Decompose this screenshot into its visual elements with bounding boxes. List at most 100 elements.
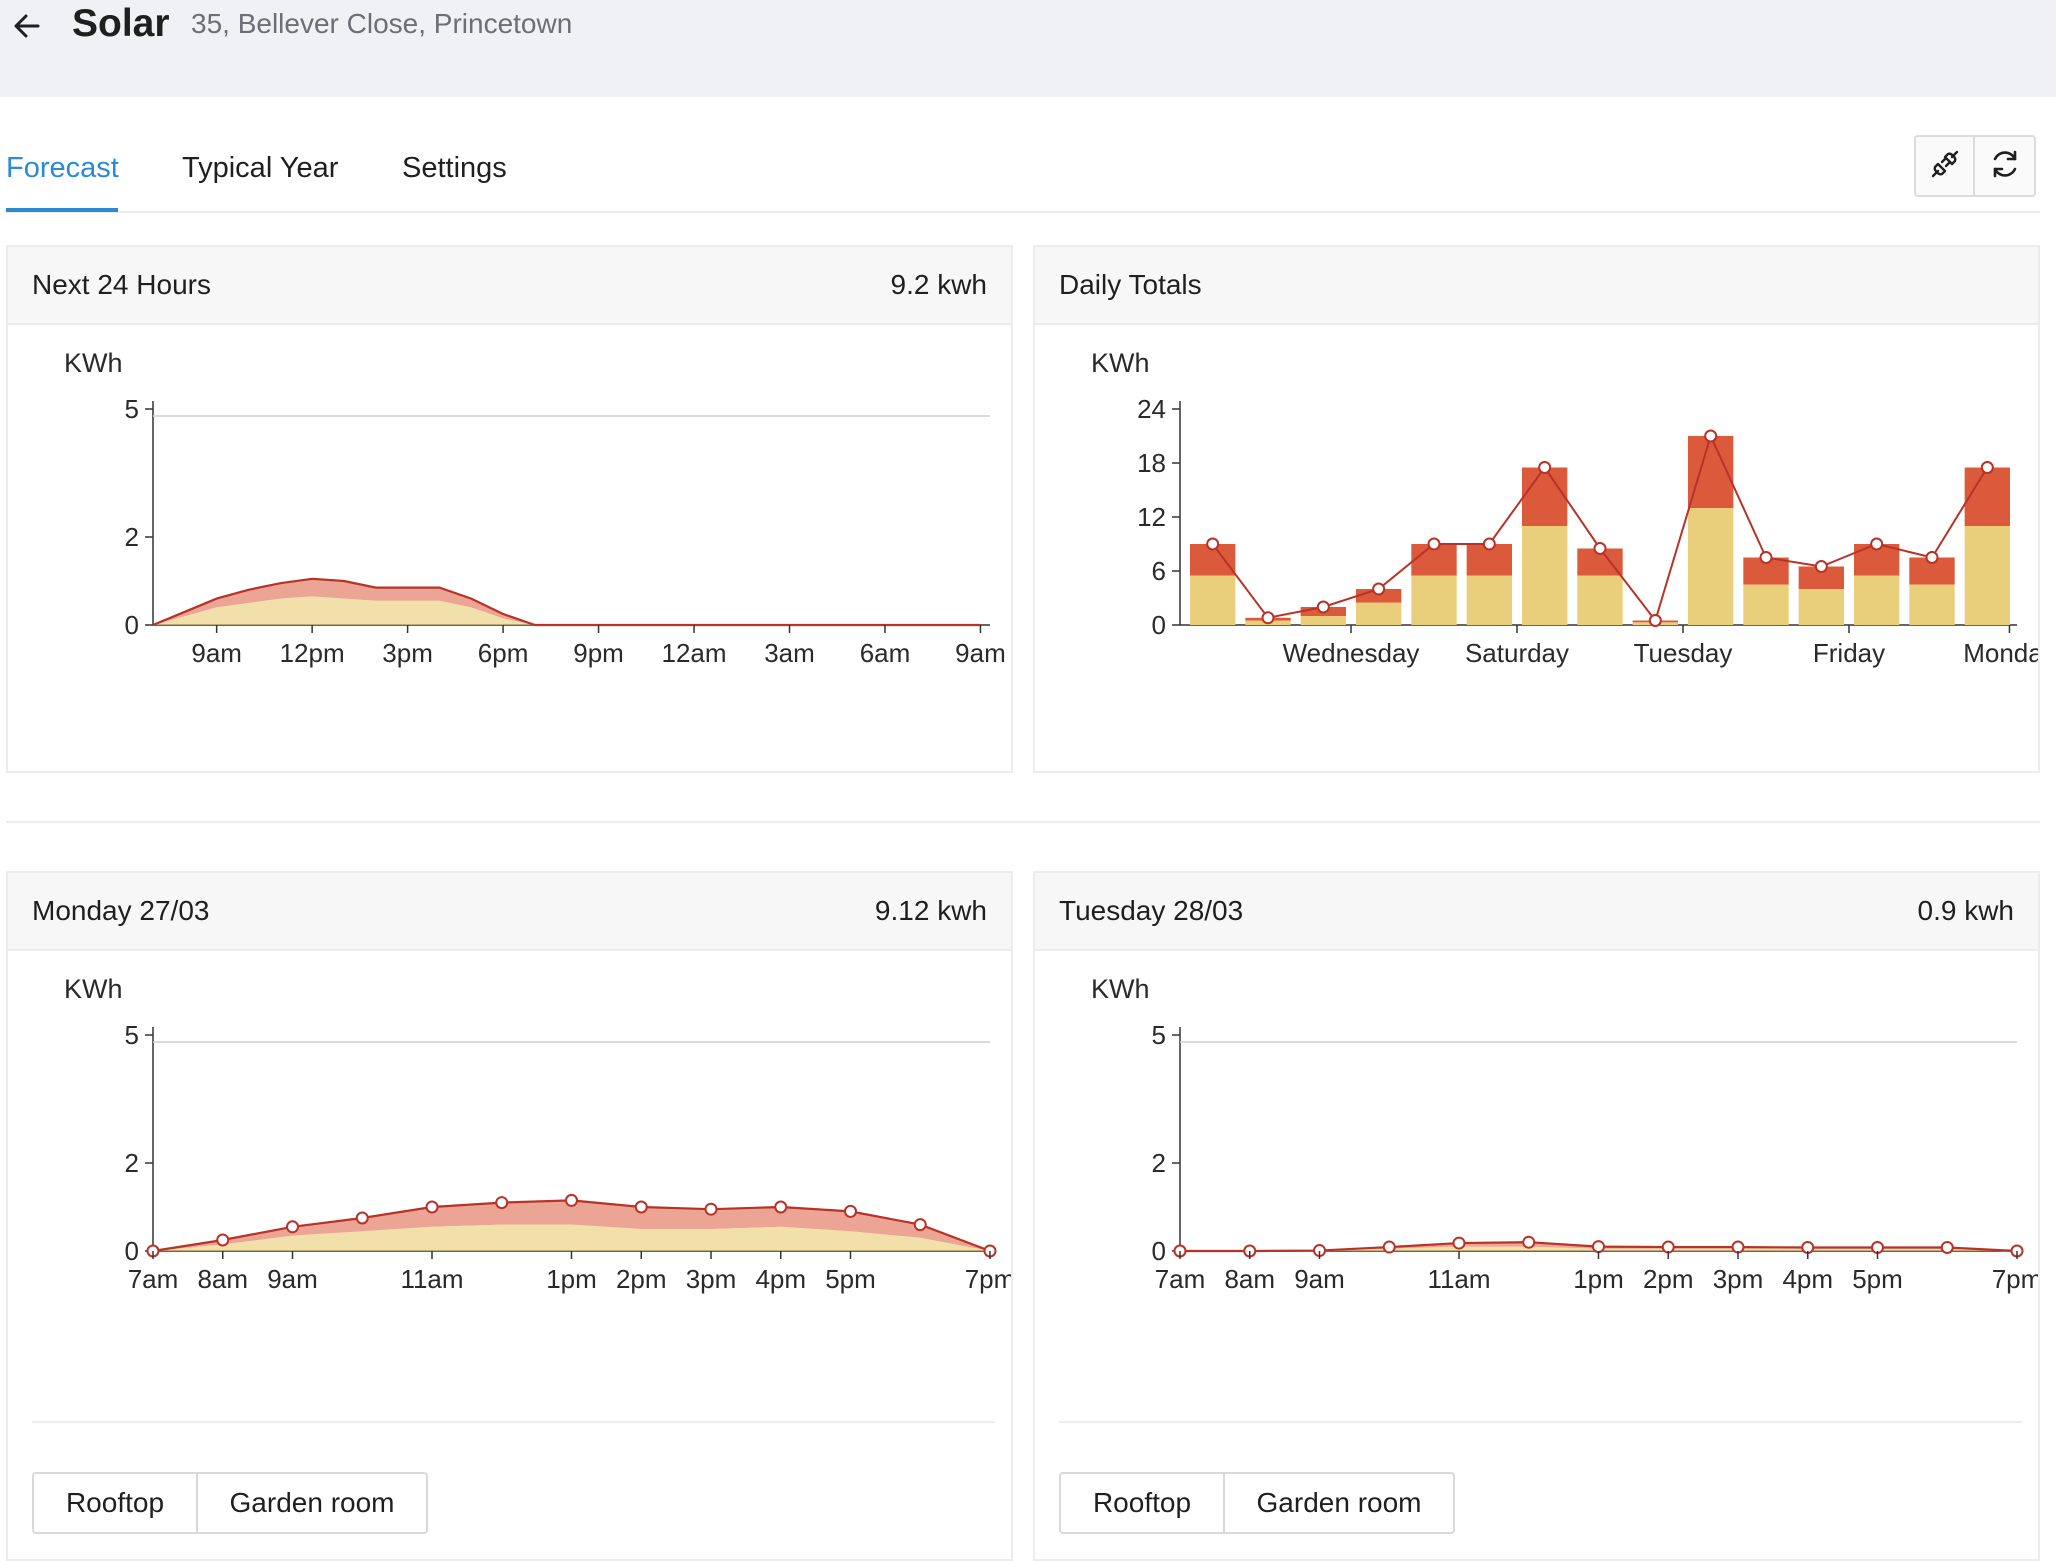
x-tick-label: 9am [955,638,1006,668]
data-point [1925,551,1939,564]
y-tick-label: 0 [125,1236,139,1266]
x-tick-label: 9am [267,1264,318,1294]
x-tick-label: 3am [764,638,815,668]
x-tick-label: 7pm [965,1264,1011,1294]
y-tick-label: 24 [1137,394,1166,424]
x-tick-label: 7am [128,1264,179,1294]
card-header: Daily Totals [1035,247,2038,325]
data-point [425,1200,439,1214]
y-tick-label: 0 [1152,1236,1166,1266]
data-point [1814,560,1828,573]
y-tick-label: 5 [125,1020,139,1050]
x-tick-label: 9am [191,638,242,668]
data-point [1261,611,1275,625]
daily-totals-card: Daily Totals KWh 0 6 12 18 24 Wednesday Saturda… [1033,245,2040,773]
bar-rooftop [1798,589,1845,625]
data-point [1482,537,1496,551]
card-total: 9.2 kwh [890,269,988,300]
bar-rooftop [1853,575,1900,625]
x-tick-label: 2pm [1643,1264,1694,1294]
data-point [1382,1240,1396,1254]
monday-chart: KWh 0 2 5 7am 8am 9am 11am 1pm 2pm 3pm 4pm 5pm 7pm [64,974,1011,1294]
next-24-hours-chart: KWh 0 2 5 9am 12pm 3pm 6pm 9pm 12am 3am 6am 9am [64,348,1006,668]
x-tick-label: Tuesday [1634,638,1733,668]
bar-rooftop [1964,526,2011,625]
data-point [1661,1240,1675,1254]
site-address: 35, Bellever Close, Princetown [191,8,573,39]
tab-forecast[interactable]: Forecast [6,152,119,184]
data-point [1538,461,1552,474]
bar-rooftop [1521,526,1568,625]
bar-rooftop [1355,602,1402,625]
x-tick-label: 4pm [755,1264,806,1294]
data-point [1870,537,1884,551]
card-title: Daily Totals [1059,269,1202,300]
bar-garden-room [1521,467,1568,526]
data-point [704,1202,718,1216]
x-tick-label: 3pm [382,638,433,668]
total-line [152,577,981,627]
card-divider [1059,1421,2022,1423]
series-area-rooftop [153,1224,990,1251]
x-tick-label: 3pm [686,1264,737,1294]
x-tick-label: 9am [1294,1264,1345,1294]
tab-settings[interactable]: Settings [402,152,507,184]
rooftop-button[interactable]: Rooftop [1059,1472,1225,1534]
x-tick-label: 2pm [616,1264,667,1294]
x-tick-label: 8am [197,1264,248,1294]
refresh-icon [1988,147,2022,186]
bar-rooftop [1466,575,1513,625]
data-point [1731,1240,1745,1254]
active-tab-indicator [6,208,118,212]
garden-room-button[interactable]: Garden room [198,1472,428,1534]
data-point [1593,542,1607,555]
y-tick-label: 5 [125,394,139,424]
card-title: Tuesday 28/03 [1059,895,1244,926]
x-tick-label: 11am [1427,1264,1490,1294]
card-header: Tuesday 28/03 0.9 kwh [1035,873,2038,951]
x-tick-label: 12pm [280,638,345,668]
x-tick-label: 6am [860,638,911,668]
x-tick-label: 11am [400,1264,463,1294]
garden-room-button[interactable]: Garden room [1225,1472,1455,1534]
data-point [774,1200,788,1214]
x-tick-label: 5pm [1852,1264,1903,1294]
data-point [1452,1236,1466,1250]
x-tick-label: Monday [1963,638,2038,668]
data-point [1206,537,1220,551]
x-tick-label: 4pm [1782,1264,1833,1294]
y-tick-label: 0 [1152,610,1166,640]
arrow-left-icon[interactable] [8,6,48,46]
data-point [1522,1235,1536,1249]
bar-rooftop [1909,584,1955,625]
tab-typical-year[interactable]: Typical Year [182,152,339,184]
x-tick-label: 5pm [825,1264,876,1294]
refresh-button[interactable] [1975,135,2036,197]
data-point [495,1196,509,1210]
data-point [1648,614,1662,627]
data-point [1592,1240,1605,1254]
card-total: 0.9 kwh [1917,895,2015,926]
y-tick-label: 5 [1152,1020,1166,1050]
tuesday-card: Tuesday 28/03 0.9 kwh KWh 0 2 5 7am 8am 9am 11a… [1033,871,2040,1561]
bar-rooftop [1411,575,1457,625]
y-tick-label: 2 [125,1148,139,1178]
rooftop-button[interactable]: Rooftop [32,1472,198,1534]
x-tick-label: 6pm [478,638,529,668]
array-selector: Rooftop Garden room [1059,1472,1455,1534]
x-tick-label: 1pm [1573,1264,1624,1294]
x-tick-label: Friday [1813,638,1885,668]
bar-rooftop [1577,575,1623,625]
x-tick-label: 1pm [546,1264,597,1294]
data-point [1980,461,1994,474]
x-tick-label: 7am [1155,1264,1206,1294]
card-header: Next 24 Hours 9.2 kwh [8,247,1011,325]
card-total: 9.12 kwh [874,895,987,926]
y-tick-label: 2 [125,522,139,552]
data-point [634,1200,648,1214]
tuesday-chart: KWh 0 2 5 7am 8am 9am 11am 1pm 2pm 3pm 4pm 5pm 7pm [1091,974,2038,1294]
connect-button[interactable] [1914,135,1975,197]
section-divider [6,821,2040,823]
data-point [216,1233,230,1247]
bar-garden-room [1798,566,1845,589]
